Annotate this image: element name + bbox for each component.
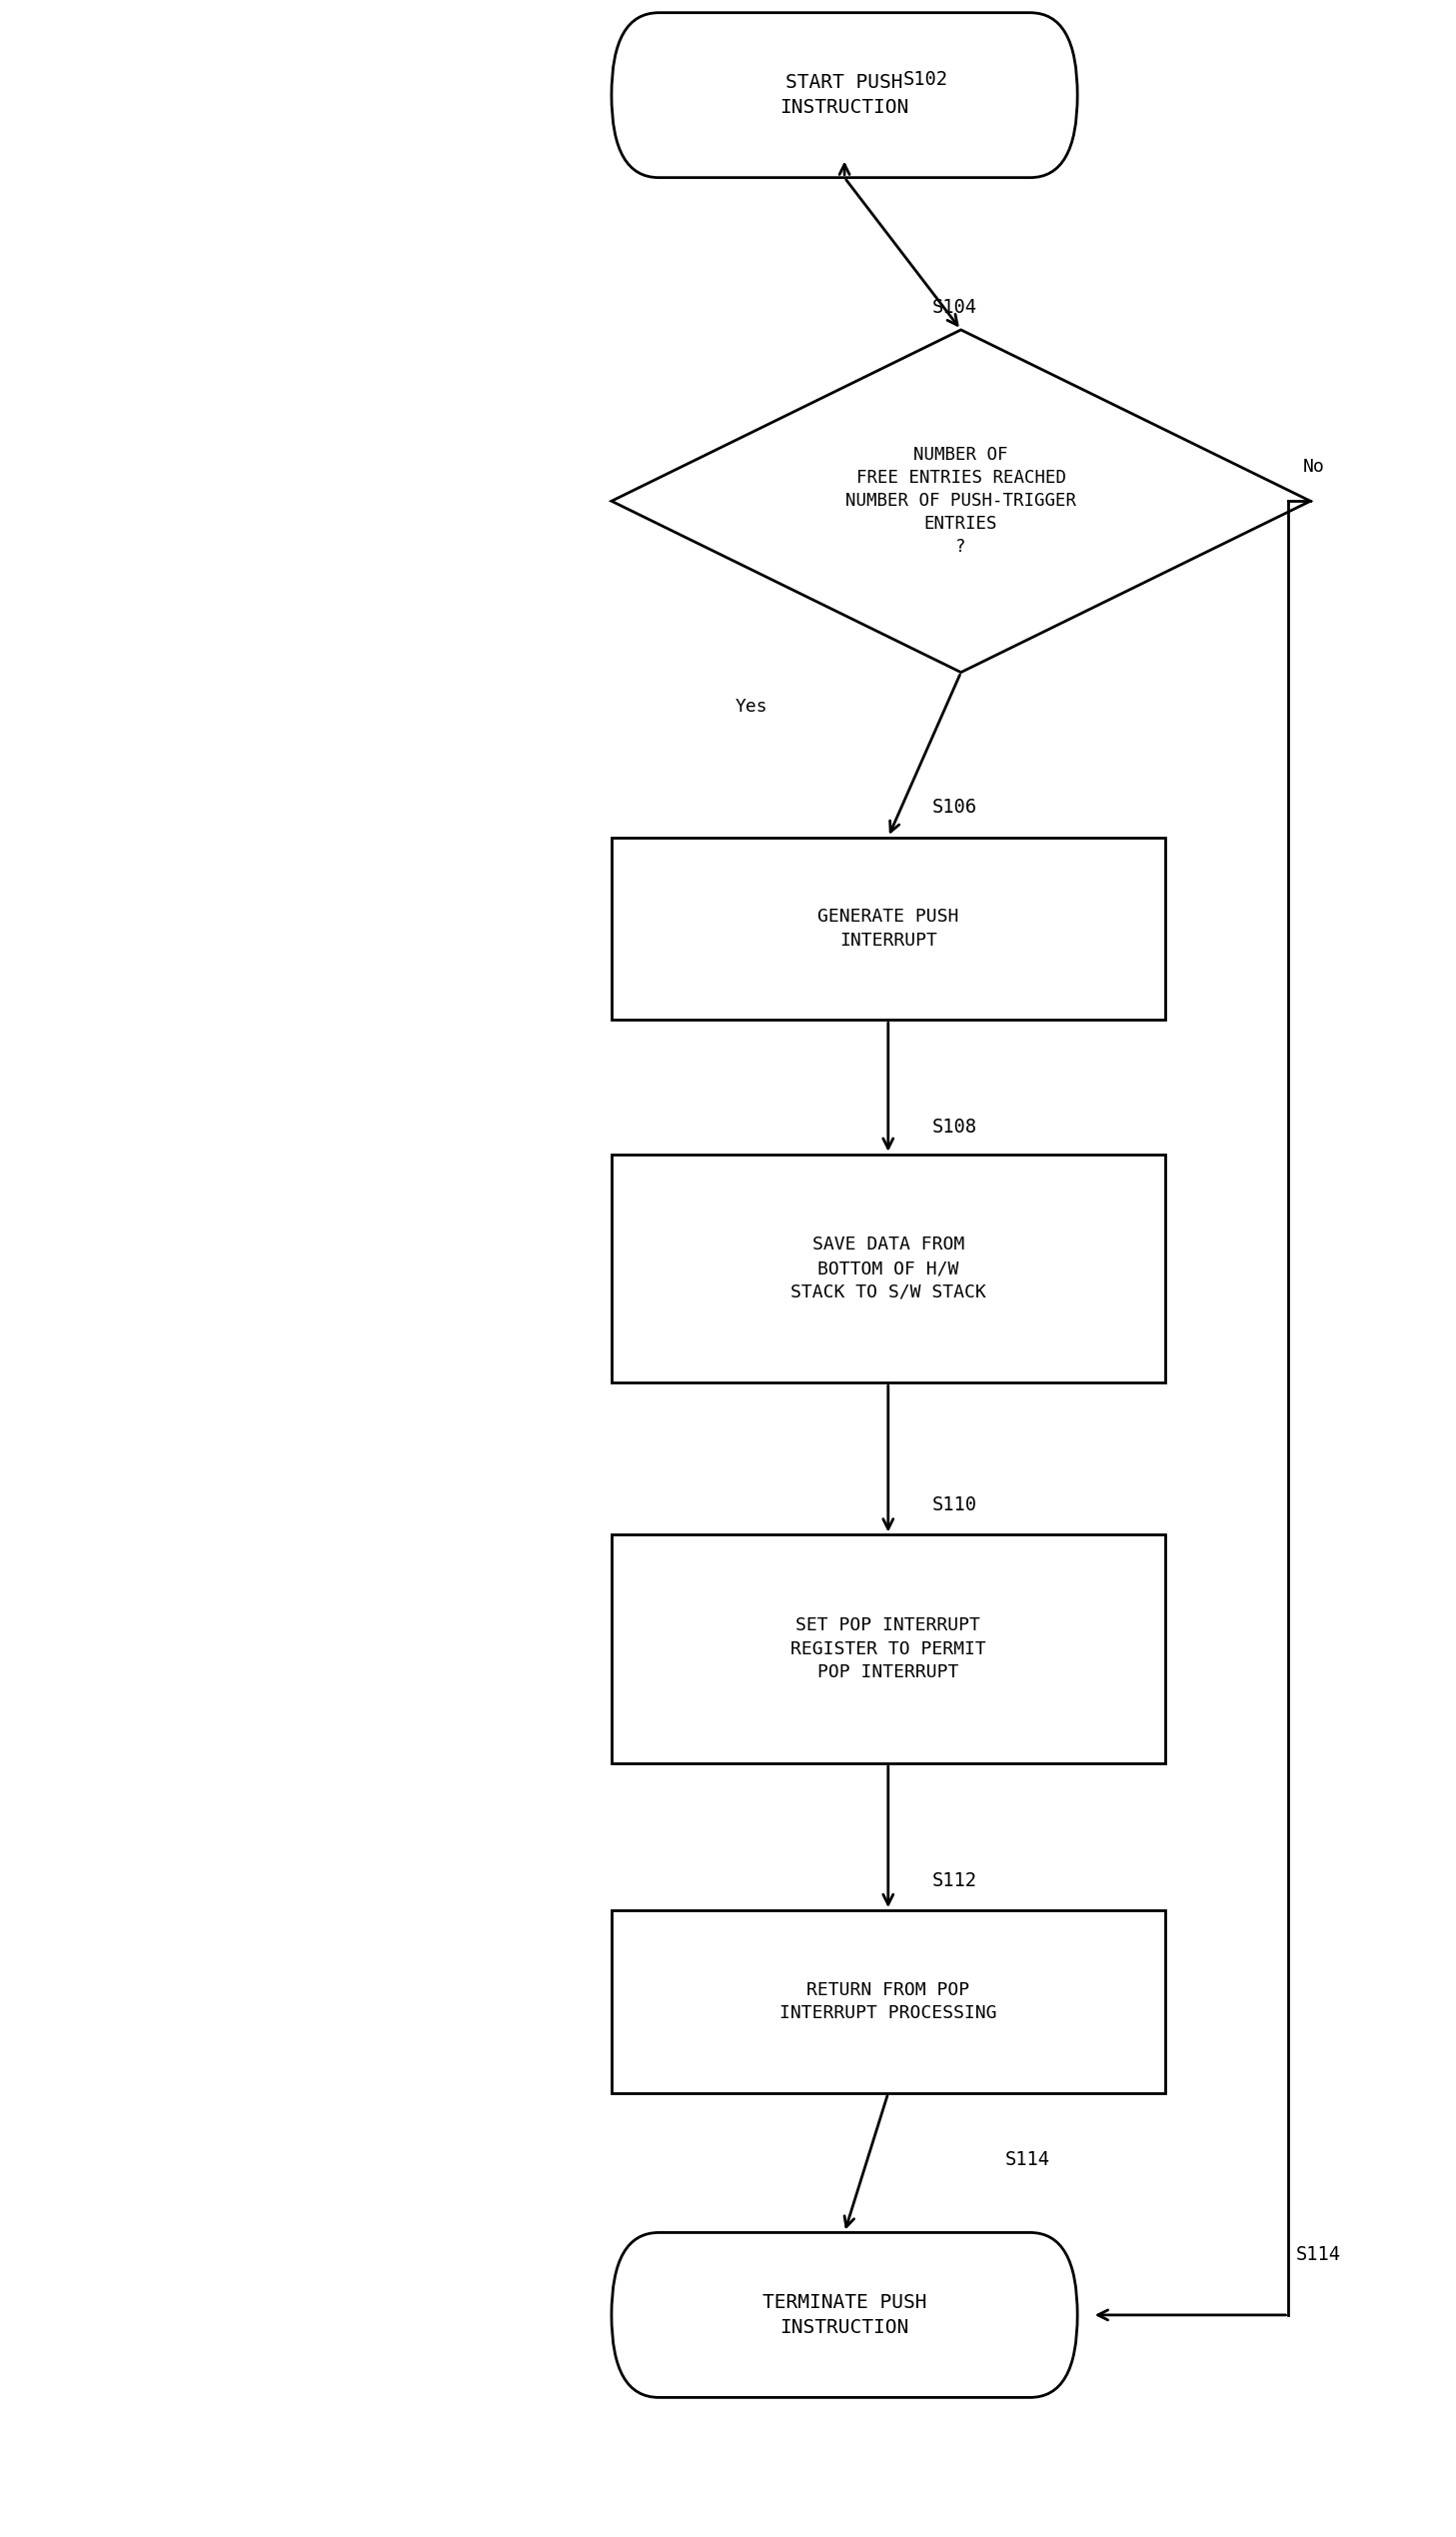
Text: GENERATE PUSH
INTERRUPT: GENERATE PUSH INTERRUPT: [817, 908, 960, 949]
Polygon shape: [612, 330, 1310, 672]
Bar: [612, 1910, 1165, 2093]
FancyBboxPatch shape: [612, 2233, 1077, 2397]
Text: S114: S114: [1005, 2151, 1050, 2169]
Text: S112: S112: [932, 1872, 977, 1890]
Text: RETURN FROM POP
INTERRUPT PROCESSING: RETURN FROM POP INTERRUPT PROCESSING: [779, 1981, 997, 2022]
Text: START PUSH
INSTRUCTION: START PUSH INSTRUCTION: [780, 74, 909, 117]
Text: S110: S110: [932, 1497, 977, 1515]
Text: S114: S114: [1296, 2245, 1341, 2266]
FancyBboxPatch shape: [612, 13, 1077, 178]
Text: TERMINATE PUSH
INSTRUCTION: TERMINATE PUSH INSTRUCTION: [763, 2293, 926, 2337]
Text: S106: S106: [932, 799, 977, 817]
Text: SET POP INTERRUPT
REGISTER TO PERMIT
POP INTERRUPT: SET POP INTERRUPT REGISTER TO PERMIT POP…: [791, 1616, 986, 1682]
Text: S108: S108: [932, 1119, 977, 1137]
Text: No: No: [1303, 457, 1325, 477]
Bar: [612, 1154, 1165, 1383]
Text: Yes: Yes: [735, 698, 767, 715]
Text: S102: S102: [903, 71, 948, 89]
Text: S104: S104: [932, 299, 977, 317]
Bar: [612, 837, 1165, 1020]
Bar: [612, 1535, 1165, 1763]
Text: NUMBER OF
FREE ENTRIES REACHED
NUMBER OF PUSH-TRIGGER
ENTRIES
?: NUMBER OF FREE ENTRIES REACHED NUMBER OF…: [846, 447, 1076, 556]
Text: SAVE DATA FROM
BOTTOM OF H/W
STACK TO S/W STACK: SAVE DATA FROM BOTTOM OF H/W STACK TO S/…: [791, 1236, 986, 1301]
